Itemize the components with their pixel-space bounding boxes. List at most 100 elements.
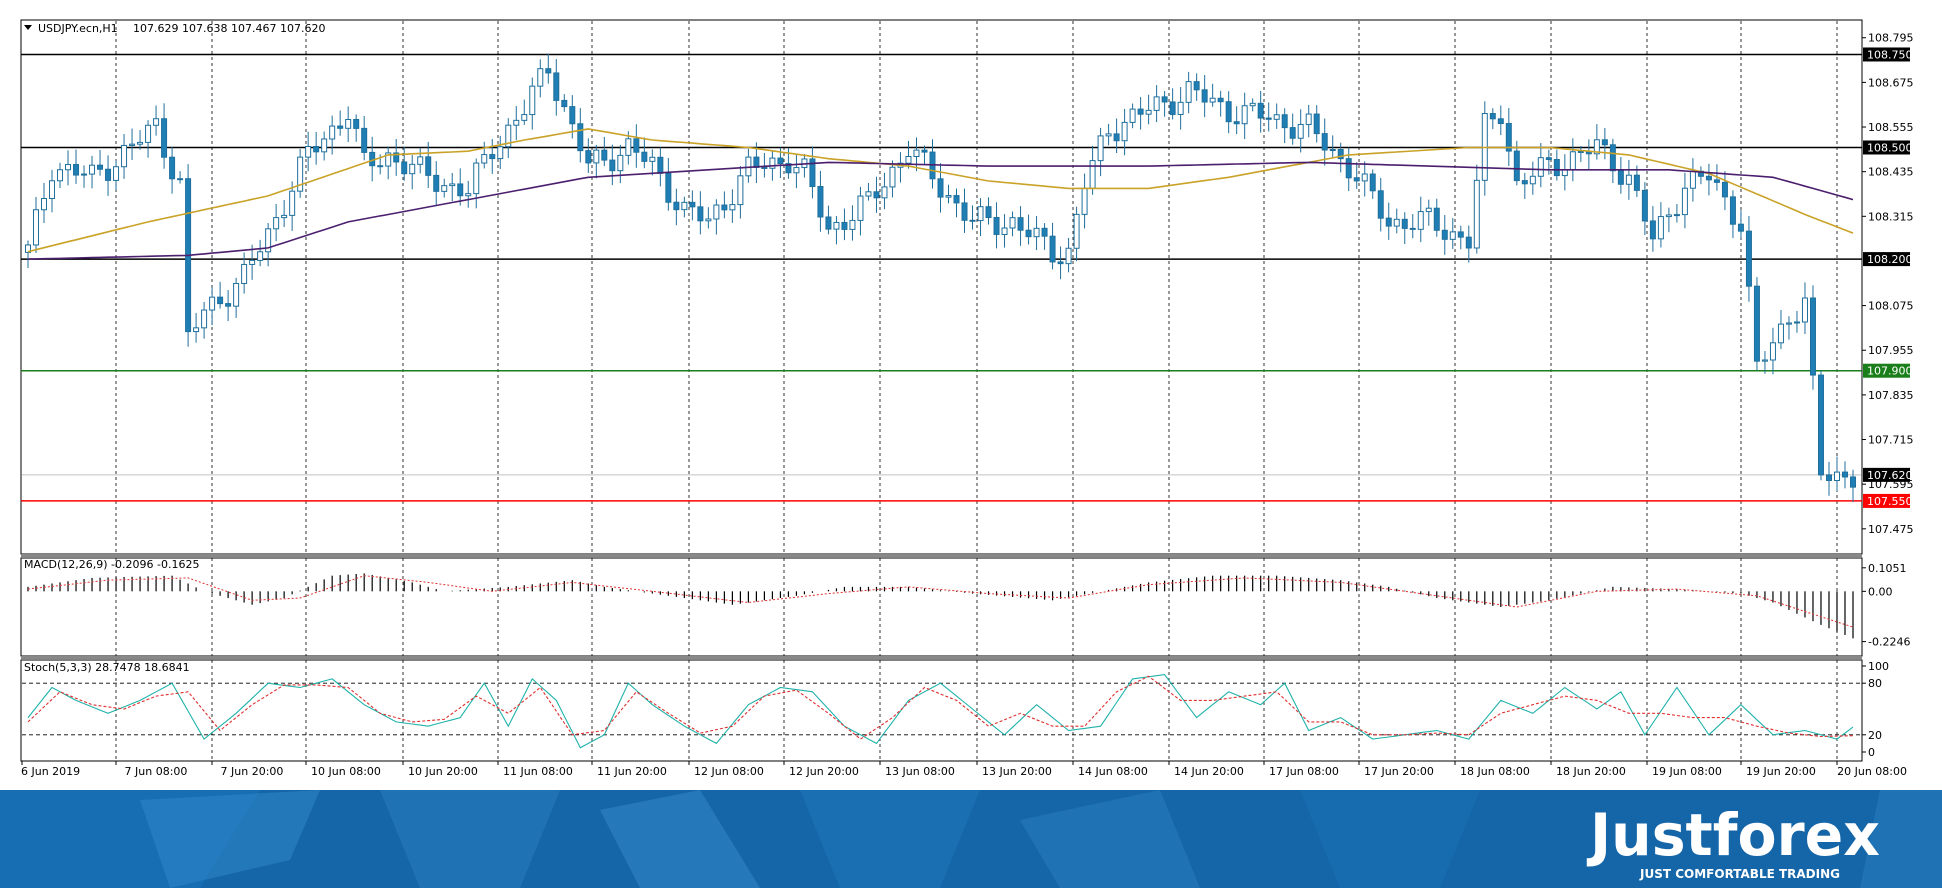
bear-candle bbox=[657, 156, 664, 174]
bull-candle bbox=[849, 219, 856, 230]
bull-candle bbox=[305, 145, 312, 158]
bear-candle bbox=[1817, 374, 1824, 476]
bull-candle bbox=[1329, 149, 1336, 152]
bull-candle bbox=[705, 218, 712, 222]
time-label: 11 Jun 08:00 bbox=[503, 765, 573, 778]
bear-candle bbox=[217, 296, 224, 305]
bear-candle bbox=[601, 149, 608, 161]
bear-candle bbox=[161, 118, 168, 158]
trading-terminal: 108.750 108.500 108.200 107.900 107.550 107.6… bbox=[0, 0, 1942, 790]
current-price-label: 107.620 bbox=[1867, 469, 1913, 482]
bear-candle bbox=[1233, 121, 1240, 125]
bear-candle bbox=[937, 178, 944, 198]
price-tick-label: 108.075 bbox=[1868, 300, 1914, 313]
chart-canvas[interactable]: 108.750 108.500 108.200 107.900 107.550 107.6… bbox=[0, 0, 1942, 790]
bull-candle bbox=[1681, 187, 1688, 216]
bear-candle bbox=[985, 206, 992, 219]
bear-candle bbox=[1753, 285, 1760, 362]
bull-candle bbox=[617, 154, 624, 172]
bear-candle bbox=[641, 151, 648, 162]
bull-candle bbox=[1033, 227, 1040, 238]
bear-candle bbox=[961, 202, 968, 221]
bull-candle bbox=[153, 118, 160, 126]
bear-candle bbox=[1721, 181, 1728, 198]
time-label: 10 Jun 08:00 bbox=[311, 765, 381, 778]
bull-candle bbox=[729, 204, 736, 211]
bull-candle bbox=[1249, 102, 1256, 107]
bull-candle bbox=[1241, 105, 1248, 125]
stoch-label: Stoch(5,3,3) 28.7478 18.6841 bbox=[24, 661, 190, 674]
stoch-pane[interactable] bbox=[20, 659, 1863, 762]
bear-candle bbox=[1465, 236, 1472, 249]
price-tick-label: 107.475 bbox=[1868, 523, 1914, 536]
symbol-menu-triangle-icon[interactable] bbox=[24, 25, 32, 30]
macd-pane[interactable] bbox=[20, 557, 1863, 657]
bear-candle bbox=[97, 164, 104, 170]
bear-candle bbox=[1601, 139, 1608, 146]
time-axis: 6 Jun 2019 7 Jun 08:00 7 Jun 20:00 10 Jun 0… bbox=[21, 761, 1907, 778]
bear-candle bbox=[825, 216, 832, 230]
stoch-tick-label: 100 bbox=[1868, 660, 1889, 673]
bull-candle bbox=[201, 309, 208, 329]
ohlc-label: 107.629 107.638 107.467 107.620 bbox=[133, 22, 325, 35]
time-label: 10 Jun 20:00 bbox=[408, 765, 478, 778]
bear-candle bbox=[169, 156, 176, 180]
bear-candle bbox=[1201, 89, 1208, 103]
bull-candle bbox=[1673, 214, 1680, 217]
price-pane[interactable] bbox=[20, 19, 1863, 555]
bear-candle bbox=[1113, 133, 1120, 142]
bear-candle bbox=[1737, 223, 1744, 232]
macd-tick-label: 0.00 bbox=[1868, 585, 1893, 598]
bear-candle bbox=[969, 219, 976, 222]
bear-candle bbox=[225, 303, 232, 307]
moving-average-line bbox=[27, 128, 1854, 253]
bull-candle bbox=[1129, 108, 1136, 123]
bull-candle bbox=[329, 125, 336, 140]
bear-candle bbox=[1377, 190, 1384, 219]
bull-candle bbox=[881, 186, 888, 199]
bull-candle bbox=[681, 201, 688, 211]
bull-candle bbox=[1769, 342, 1776, 361]
stoch-tick-label: 20 bbox=[1868, 729, 1882, 742]
bear-candle bbox=[1553, 159, 1560, 177]
bear-candle bbox=[545, 68, 552, 74]
bull-candle bbox=[1073, 213, 1080, 249]
time-label: 7 Jun 20:00 bbox=[221, 765, 284, 778]
bull-candle bbox=[1657, 216, 1664, 240]
bear-candle bbox=[1353, 177, 1360, 182]
bull-candle bbox=[121, 144, 128, 168]
bull-candle bbox=[1777, 323, 1784, 344]
bear-candle bbox=[1313, 113, 1320, 135]
level-price-tag bbox=[1863, 493, 1910, 508]
bear-candle bbox=[377, 165, 384, 168]
bull-candle bbox=[265, 228, 272, 253]
bear-candle bbox=[1809, 297, 1816, 376]
bear-candle bbox=[1025, 229, 1032, 238]
banner-shape bbox=[600, 790, 760, 888]
price-tick-label: 107.595 bbox=[1868, 478, 1914, 491]
bear-candle bbox=[1633, 174, 1640, 191]
bull-candle bbox=[1145, 109, 1152, 115]
bear-candle bbox=[489, 154, 496, 160]
price-tick-label: 108.315 bbox=[1868, 210, 1914, 223]
bear-candle bbox=[1281, 114, 1288, 129]
bull-candle bbox=[737, 175, 744, 206]
bull-candle bbox=[1177, 101, 1184, 115]
level-price-tag bbox=[1863, 47, 1910, 62]
bull-candle bbox=[1593, 139, 1600, 155]
bear-candle bbox=[1649, 220, 1656, 240]
bull-candle bbox=[977, 206, 984, 222]
bear-candle bbox=[1850, 476, 1856, 488]
symbol-label: USDJPY.ecn,H1 bbox=[38, 22, 118, 35]
stoch-tick-label: 0 bbox=[1868, 746, 1875, 759]
time-label: 6 Jun 2019 bbox=[21, 765, 80, 778]
bull-candle bbox=[281, 214, 288, 219]
bear-candle bbox=[425, 156, 432, 176]
bear-candle bbox=[1321, 133, 1328, 151]
bull-candle bbox=[713, 204, 720, 220]
bull-candle bbox=[145, 124, 152, 143]
time-label: 18 Jun 08:00 bbox=[1460, 765, 1530, 778]
bull-candle bbox=[521, 114, 528, 121]
time-label: 18 Jun 20:00 bbox=[1556, 765, 1626, 778]
banner-shape bbox=[800, 790, 980, 888]
